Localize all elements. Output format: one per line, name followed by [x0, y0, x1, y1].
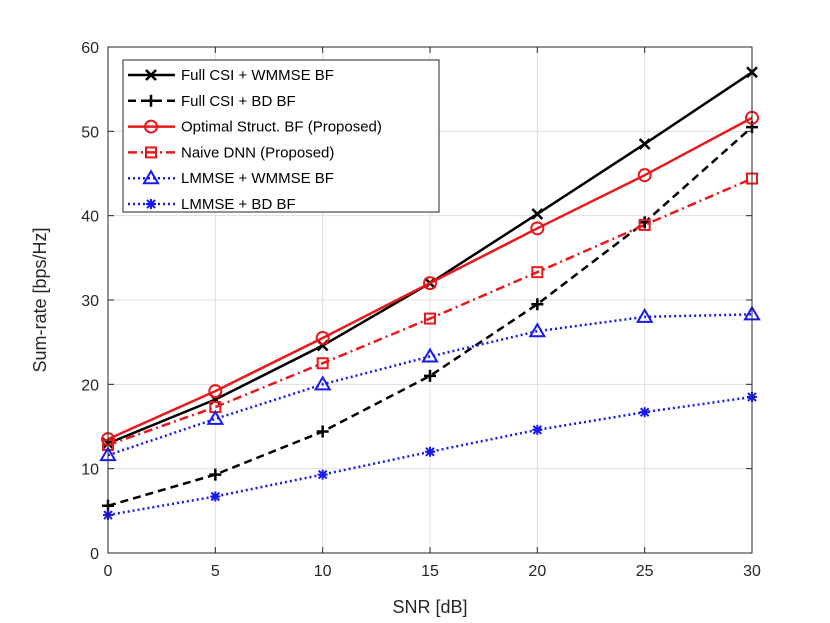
- legend-box: [122, 59, 440, 213]
- data-point-marker: [210, 491, 221, 502]
- data-point-marker: [315, 330, 330, 345]
- legend-entry: Optimal Struct. BF (Proposed): [128, 119, 382, 136]
- legend-label: LMMSE + WMMSE BF: [181, 170, 334, 187]
- x-tick-label: 25: [636, 563, 654, 580]
- legend-label: Full CSI + BD BF: [181, 93, 296, 110]
- data-point-marker: [424, 312, 436, 325]
- series-line: [107, 116, 753, 441]
- data-point-marker: [637, 168, 652, 183]
- data-point-marker: [316, 357, 329, 370]
- data-point-marker: [206, 409, 225, 425]
- data-point-marker: [639, 407, 650, 418]
- legend-entry: LMMSE + WMMSE BF: [128, 169, 334, 187]
- x-tick-label: 30: [743, 563, 761, 580]
- series-line: [107, 313, 753, 457]
- series-line: [107, 177, 753, 447]
- data-point-marker: [532, 424, 543, 435]
- data-point-marker: [530, 221, 545, 236]
- data-point-marker: [313, 375, 332, 391]
- y-tick-label: 30: [81, 293, 99, 310]
- data-point-marker: [638, 218, 651, 231]
- data-point-marker: [423, 276, 437, 291]
- y-tick-label: 50: [81, 124, 99, 141]
- data-point-marker: [145, 94, 157, 107]
- x-tick-label: 20: [528, 563, 546, 580]
- y-tick-label: 40: [81, 209, 99, 226]
- data-point-marker: [146, 199, 156, 209]
- data-point-marker: [208, 384, 223, 399]
- data-point-marker: [424, 369, 436, 382]
- data-point-marker: [316, 425, 329, 438]
- axis-ticks: 0 5 10 15 20 25 30 0 10 20 30 40 50 60: [81, 40, 761, 580]
- legend-label: Full CSI + WMMSE BF: [181, 67, 334, 84]
- legend-entry: Full CSI + WMMSE BF: [128, 67, 334, 84]
- data-point-marker: [145, 69, 157, 81]
- y-axis-title: Sum-rate [bps/Hz]: [30, 227, 50, 372]
- data-point-marker: [144, 119, 158, 134]
- data-point-marker: [531, 298, 544, 311]
- legend: Full CSI + WMMSE BF Full CSI + BD BF Optim…: [122, 59, 440, 213]
- legend-label: Optimal Struct. BF (Proposed): [181, 119, 382, 136]
- x-axis-title: SNR [dB]: [392, 597, 467, 617]
- data-point-marker: [528, 322, 547, 338]
- x-tick-label: 15: [421, 563, 439, 580]
- y-tick-label: 60: [81, 40, 99, 57]
- legend-entry: Full CSI + BD BF: [128, 93, 296, 110]
- data-point-marker: [635, 307, 654, 323]
- x-tick-label: 10: [314, 563, 332, 580]
- legend-label: Naive DNN (Proposed): [181, 144, 334, 161]
- legend-label: LMMSE + BD BF: [181, 196, 296, 213]
- data-point-marker: [638, 138, 651, 150]
- data-point-marker: [531, 208, 544, 220]
- series-lines: [99, 66, 761, 521]
- data-point-marker: [209, 468, 222, 481]
- y-tick-label: 0: [90, 546, 99, 563]
- x-tick-label: 0: [104, 563, 113, 580]
- data-point-marker: [531, 266, 544, 279]
- legend-entry: Naive DNN (Proposed): [128, 144, 334, 161]
- data-point-marker: [142, 169, 160, 185]
- x-tick-label: 5: [211, 563, 220, 580]
- data-point-marker: [317, 469, 328, 480]
- data-point-marker: [421, 347, 439, 363]
- data-point-marker: [145, 146, 157, 159]
- legend-entry: LMMSE + BD BF: [128, 196, 296, 213]
- data-point-marker: [425, 446, 435, 457]
- y-tick-label: 10: [81, 462, 99, 479]
- y-tick-label: 20: [81, 377, 99, 394]
